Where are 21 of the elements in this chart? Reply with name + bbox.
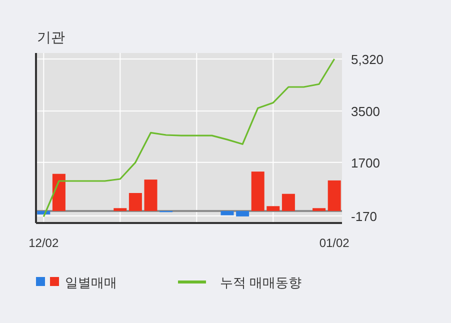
bar (312, 208, 326, 211)
y-tick-label: 3500 (351, 104, 380, 119)
bar (251, 172, 264, 211)
y-tick-label: 1700 (351, 155, 380, 170)
chart-title: 기관 (37, 29, 65, 45)
bar (282, 194, 295, 211)
bar (114, 208, 127, 211)
x-tick-label: 01/02 (319, 236, 350, 250)
line-series (42, 58, 336, 218)
bar (328, 180, 341, 211)
bar (144, 180, 158, 211)
y-tick-label: -170 (351, 208, 378, 224)
bar (220, 211, 234, 216)
legend-label: 누적 매매동향 (220, 275, 302, 290)
x-tick-label: 12/02 (28, 236, 59, 250)
legend-label: 일별매매 (65, 275, 117, 290)
y-tick-label: 5,320 (351, 52, 384, 67)
bar (266, 206, 280, 211)
bar (236, 211, 250, 216)
bar (52, 174, 66, 211)
bar (128, 193, 142, 211)
